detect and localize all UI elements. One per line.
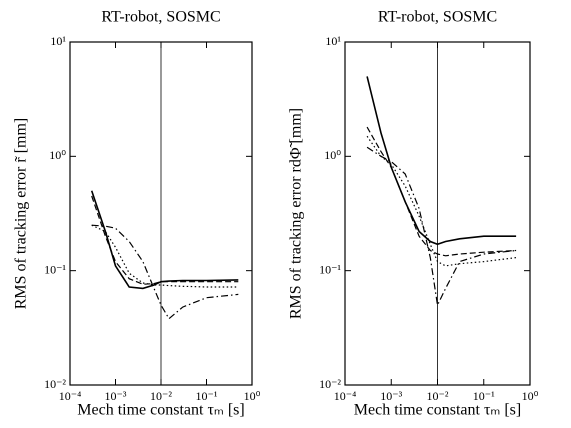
line-series: [90, 190, 239, 290]
y-tick-label: 10¹: [50, 34, 66, 48]
x-tick-label: 10⁰: [522, 389, 539, 403]
x-tick-label: 10⁻³: [380, 389, 402, 403]
x-axis-label: Mech time constant τₘ [s]: [77, 402, 244, 419]
x-tick-label: 10⁻¹: [196, 389, 218, 403]
plot-frame: [69, 41, 253, 386]
y-axis-label: RMS of tracking error rdΦ̃ [mm]: [288, 108, 305, 319]
line-series: [91, 224, 239, 320]
x-axis-label: Mech time constant τₘ [s]: [354, 402, 521, 419]
y-tick-label: 10¹: [325, 34, 341, 48]
x-tick-label: 10⁻⁴: [334, 389, 357, 403]
line-series: [91, 195, 239, 285]
y-axis-label: RMS of tracking error r̃ [mm]: [13, 118, 30, 310]
y-tick-label: 10⁰: [49, 148, 66, 162]
y-tick-label: 10⁻²: [44, 377, 66, 391]
x-tick-label: 10⁻¹: [473, 389, 495, 403]
y-tick-label: 10⁻²: [319, 377, 341, 391]
x-tick-label: 10⁻⁴: [59, 389, 82, 403]
x-tick-label: 10⁰: [244, 389, 261, 403]
x-tick-label: 10⁻²: [150, 389, 172, 403]
chart-title: RT-robot, SOSMC: [378, 9, 497, 26]
line-series: [366, 76, 517, 246]
y-tick-label: 10⁻¹: [44, 262, 66, 276]
line-series: [366, 146, 517, 308]
line-series: [366, 135, 517, 267]
x-tick-label: 10⁻²: [427, 389, 449, 403]
x-tick-label: 10⁻³: [105, 389, 127, 403]
chart-title: RT-robot, SOSMC: [101, 9, 220, 26]
y-tick-label: 10⁰: [324, 148, 341, 162]
y-tick-label: 10⁻¹: [319, 262, 341, 276]
plot-frame: [344, 41, 531, 386]
